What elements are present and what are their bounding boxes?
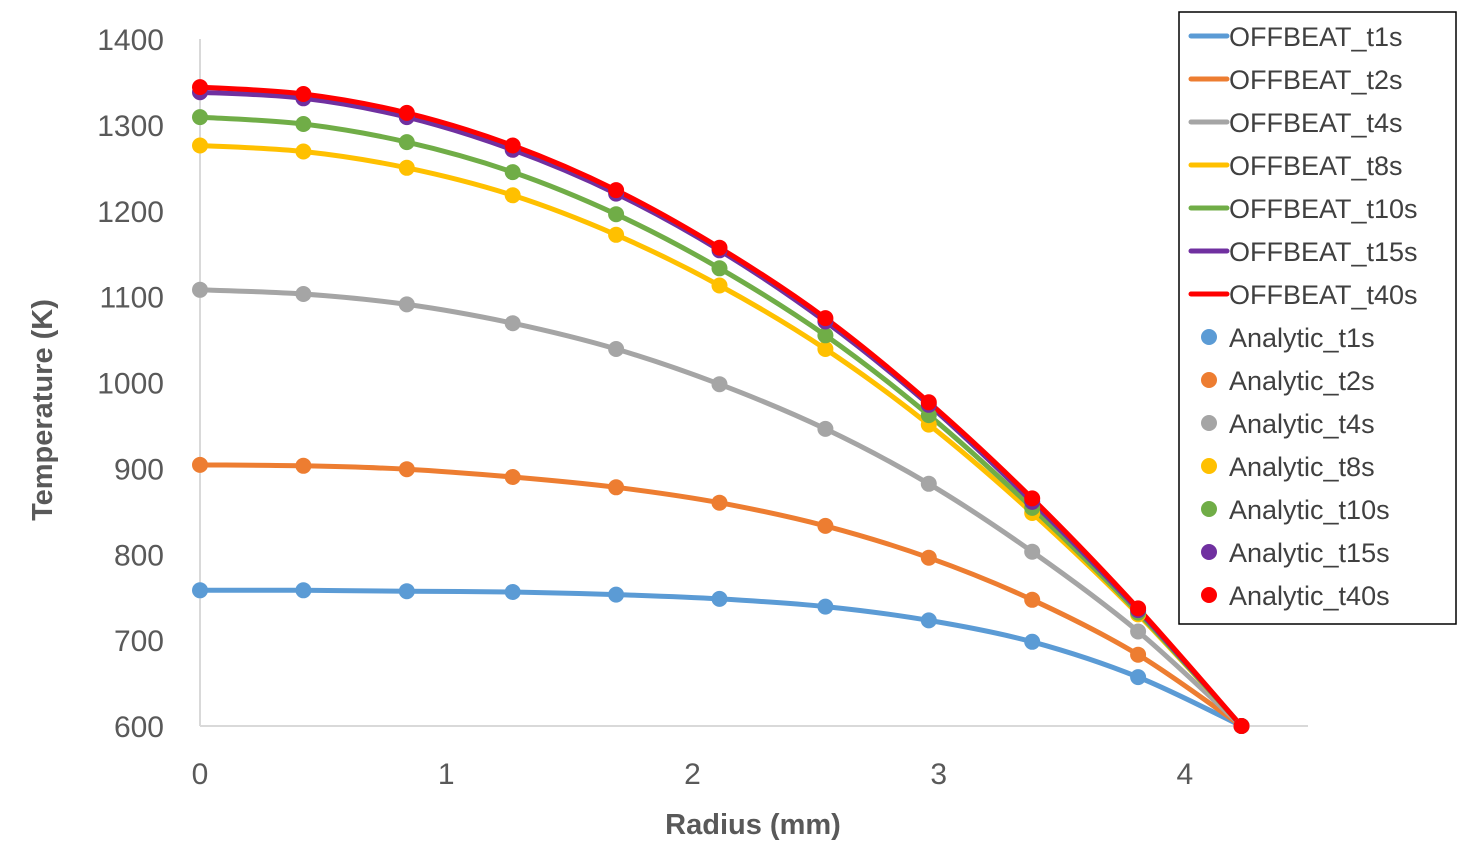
data-point-analytic-t40s <box>295 86 312 102</box>
data-point-analytic-t2s <box>608 479 625 496</box>
y-tick-label: 900 <box>114 453 164 486</box>
data-point-analytic-t1s <box>398 583 415 600</box>
data-point-analytic-t1s <box>1130 669 1147 686</box>
data-point-analytic-t2s <box>1024 591 1041 608</box>
data-point-analytic-t2s <box>1130 646 1147 663</box>
legend-label-analytic-t40s: Analytic_t40s <box>1229 581 1390 611</box>
data-point-analytic-t1s <box>817 598 834 615</box>
legend-swatch-analytic-t15s <box>1201 544 1217 560</box>
y-tick-label: 1300 <box>97 110 164 143</box>
legend-swatch-analytic-t1s <box>1201 329 1217 345</box>
y-tick-label: 1100 <box>99 282 164 315</box>
y-axis-title: Temperature (K) <box>27 299 59 521</box>
legend-label-analytic-t15s: Analytic_t15s <box>1229 538 1390 568</box>
data-point-analytic-t8s <box>711 277 728 294</box>
data-point-analytic-t2s <box>711 494 728 511</box>
data-point-analytic-t4s <box>817 420 834 437</box>
data-point-analytic-t1s <box>192 582 208 599</box>
data-point-analytic-t10s <box>398 134 415 151</box>
data-point-analytic-t4s <box>295 286 312 302</box>
data-point-analytic-t40s <box>1024 490 1041 507</box>
legend-label-analytic-t4s: Analytic_t4s <box>1229 409 1375 439</box>
x-tick-label: 0 <box>192 758 209 791</box>
data-point-analytic-t8s <box>192 137 208 154</box>
x-tick-label: 1 <box>438 758 455 791</box>
data-point-analytic-t10s <box>295 116 312 132</box>
data-point-analytic-t40s <box>920 394 937 411</box>
y-tick-label: 700 <box>114 625 164 658</box>
x-tick-label: 3 <box>930 758 947 791</box>
legend-label-offbeat-t8s: OFFBEAT_t8s <box>1229 151 1403 181</box>
data-point-analytic-t1s <box>1024 633 1041 650</box>
data-point-analytic-t2s <box>398 461 415 478</box>
data-point-analytic-t10s <box>817 327 834 344</box>
legend-label-offbeat-t1s: OFFBEAT_t1s <box>1229 22 1403 52</box>
y-tick-label: 1000 <box>97 368 164 401</box>
y-tick-label: 600 <box>114 711 164 744</box>
data-point-analytic-t40s <box>711 239 728 256</box>
data-point-analytic-t4s <box>398 296 415 313</box>
data-point-analytic-t1s <box>504 584 521 600</box>
data-point-analytic-t2s <box>817 517 834 534</box>
y-tick-label: 1200 <box>97 196 164 229</box>
legend-label-analytic-t1s: Analytic_t1s <box>1229 323 1375 353</box>
data-point-analytic-t1s <box>920 612 937 629</box>
legend-swatch-analytic-t4s <box>1201 415 1217 431</box>
legend-swatch-analytic-t2s <box>1201 372 1217 388</box>
markers <box>192 79 1250 734</box>
data-point-analytic-t4s <box>920 475 937 492</box>
data-point-analytic-t40s <box>192 79 208 96</box>
data-point-analytic-t40s <box>398 104 415 121</box>
legend: OFFBEAT_t1s OFFBEAT_t2s OFFBEAT_t4s OFFBEAT… <box>1178 11 1457 625</box>
x-tick-label: 2 <box>684 758 701 791</box>
legend-label-analytic-t8s: Analytic_t8s <box>1229 452 1375 482</box>
legend-label-offbeat-t2s: OFFBEAT_t2s <box>1229 65 1403 95</box>
data-point-analytic-t8s <box>608 226 625 243</box>
data-point-analytic-t1s <box>711 590 728 607</box>
legend-box <box>1178 11 1457 625</box>
data-point-analytic-t4s <box>1024 543 1041 560</box>
data-point-analytic-t4s <box>504 315 521 332</box>
data-point-analytic-t40s <box>608 182 625 199</box>
data-point-analytic-t40s <box>817 310 834 327</box>
axes: 600 700 800 900 1000 1100 1200 1300 1400 0 1 2 3 4 <box>97 24 1308 791</box>
data-point-analytic-t4s <box>192 281 208 298</box>
data-point-analytic-t8s <box>295 143 312 160</box>
legend-label-offbeat-t4s: OFFBEAT_t4s <box>1229 108 1403 138</box>
data-point-analytic-t2s <box>504 469 521 485</box>
data-point-analytic-t10s <box>192 109 208 126</box>
data-point-analytic-t10s <box>608 206 625 223</box>
data-point-analytic-t4s <box>711 376 728 393</box>
legend-label-analytic-t2s: Analytic_t2s <box>1229 366 1375 396</box>
legend-swatch-analytic-t10s <box>1201 501 1217 517</box>
data-point-analytic-t2s <box>920 549 937 566</box>
data-point-analytic-t4s <box>608 341 625 357</box>
x-axis-title: Radius (mm) <box>665 809 841 841</box>
legend-label-offbeat-t40s: OFFBEAT_t40s <box>1229 280 1418 310</box>
y-tick-label: 1400 <box>97 24 164 57</box>
legend-swatch-analytic-t8s <box>1201 458 1217 474</box>
data-point-analytic-t40s <box>1130 600 1147 617</box>
x-tick-label: 4 <box>1177 758 1194 791</box>
series-line-offbeat-t40s <box>197 84 1244 729</box>
data-point-analytic-t10s <box>711 260 728 277</box>
data-point-analytic-t8s <box>504 187 521 204</box>
data-point-analytic-t40s <box>1233 718 1250 734</box>
y-tick-label: 800 <box>114 539 164 572</box>
data-point-analytic-t1s <box>295 582 312 599</box>
series-line-offbeat-t10s <box>197 114 1244 729</box>
legend-swatch-analytic-t40s <box>1201 587 1217 603</box>
legend-label-offbeat-t15s: OFFBEAT_t15s <box>1229 237 1418 267</box>
data-point-analytic-t40s <box>504 137 521 154</box>
data-point-analytic-t4s <box>1130 623 1147 640</box>
legend-label-analytic-t10s: Analytic_t10s <box>1229 495 1390 525</box>
data-point-analytic-t2s <box>192 456 208 473</box>
legend-label-offbeat-t10s: OFFBEAT_t10s <box>1229 194 1418 224</box>
data-point-analytic-t1s <box>608 586 625 603</box>
data-point-analytic-t2s <box>295 457 312 474</box>
data-point-analytic-t8s <box>817 341 834 357</box>
data-point-analytic-t8s <box>398 159 415 176</box>
data-point-analytic-t10s <box>504 164 521 181</box>
